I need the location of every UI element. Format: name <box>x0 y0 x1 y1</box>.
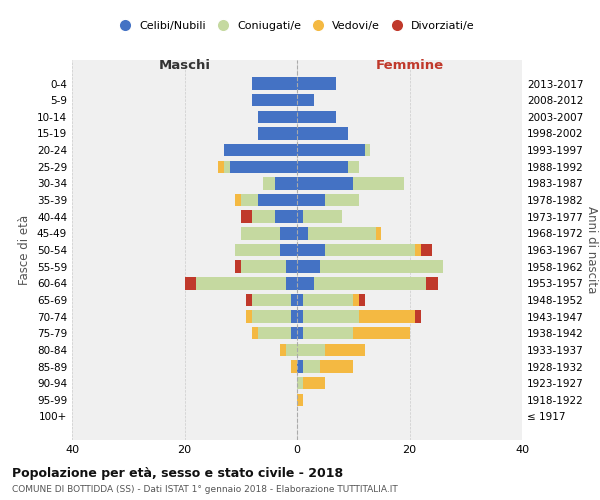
Bar <box>297 260 320 273</box>
Bar <box>241 210 252 223</box>
Bar <box>257 194 297 206</box>
Bar <box>252 78 297 90</box>
Bar <box>325 194 359 206</box>
Bar <box>320 260 443 273</box>
Bar <box>257 110 297 123</box>
Bar <box>297 294 302 306</box>
Bar <box>247 310 252 323</box>
Bar <box>302 327 353 340</box>
Bar <box>252 310 292 323</box>
Text: Popolazione per età, sesso e stato civile - 2018: Popolazione per età, sesso e stato civil… <box>12 468 343 480</box>
Bar <box>252 94 297 106</box>
Bar <box>229 160 297 173</box>
Y-axis label: Fasce di età: Fasce di età <box>19 215 31 285</box>
Bar <box>297 94 314 106</box>
Y-axis label: Anni di nascita: Anni di nascita <box>584 206 598 294</box>
Bar <box>247 294 252 306</box>
Bar <box>235 244 280 256</box>
Bar <box>308 227 376 239</box>
Bar <box>224 144 297 156</box>
Bar <box>365 144 370 156</box>
Bar <box>297 227 308 239</box>
Bar <box>353 177 404 190</box>
Bar <box>297 277 314 289</box>
Bar <box>302 310 359 323</box>
Bar <box>415 244 421 256</box>
Bar <box>280 344 286 356</box>
Bar <box>297 160 347 173</box>
Text: COMUNE DI BOTTIDDA (SS) - Dati ISTAT 1° gennaio 2018 - Elaborazione TUTTITALIA.I: COMUNE DI BOTTIDDA (SS) - Dati ISTAT 1° … <box>12 485 398 494</box>
Bar <box>320 360 353 373</box>
Bar <box>241 260 286 273</box>
Bar <box>263 177 275 190</box>
Bar <box>196 277 286 289</box>
Bar <box>359 294 365 306</box>
Bar <box>302 377 325 390</box>
Bar <box>241 194 257 206</box>
Bar <box>257 127 297 140</box>
Bar <box>297 394 302 406</box>
Bar <box>297 194 325 206</box>
Bar <box>297 78 337 90</box>
Bar <box>286 260 297 273</box>
Bar <box>359 310 415 323</box>
Bar <box>325 344 365 356</box>
Bar <box>224 160 229 173</box>
Bar <box>376 227 382 239</box>
Bar <box>292 360 297 373</box>
Bar <box>257 327 292 340</box>
Bar <box>297 110 337 123</box>
Bar <box>297 210 302 223</box>
Text: Femmine: Femmine <box>376 59 443 72</box>
Bar <box>302 210 342 223</box>
Bar <box>353 294 359 306</box>
Bar <box>280 244 297 256</box>
Bar <box>297 377 302 390</box>
Bar <box>297 127 347 140</box>
Bar <box>292 327 297 340</box>
Bar <box>297 327 302 340</box>
Bar <box>421 244 432 256</box>
Bar <box>347 160 359 173</box>
Bar <box>286 277 297 289</box>
Legend: Celibi/Nubili, Coniugati/e, Vedovi/e, Divorziati/e: Celibi/Nubili, Coniugati/e, Vedovi/e, Di… <box>115 16 479 36</box>
Bar <box>235 194 241 206</box>
Bar <box>415 310 421 323</box>
Bar <box>302 360 320 373</box>
Bar <box>325 244 415 256</box>
Bar <box>252 327 257 340</box>
Bar <box>286 344 297 356</box>
Bar <box>218 160 224 173</box>
Bar <box>252 210 275 223</box>
Bar <box>241 227 280 239</box>
Bar <box>302 294 353 306</box>
Bar <box>314 277 427 289</box>
Text: Maschi: Maschi <box>158 59 211 72</box>
Bar <box>235 260 241 273</box>
Bar <box>252 294 292 306</box>
Bar <box>297 344 325 356</box>
Bar <box>297 310 302 323</box>
Bar <box>427 277 437 289</box>
Bar <box>297 144 365 156</box>
Bar <box>297 360 302 373</box>
Bar <box>292 310 297 323</box>
Bar <box>292 294 297 306</box>
Bar <box>275 177 297 190</box>
Bar <box>297 244 325 256</box>
Bar <box>185 277 196 289</box>
Bar <box>353 327 409 340</box>
Bar <box>275 210 297 223</box>
Bar <box>297 177 353 190</box>
Bar <box>280 227 297 239</box>
